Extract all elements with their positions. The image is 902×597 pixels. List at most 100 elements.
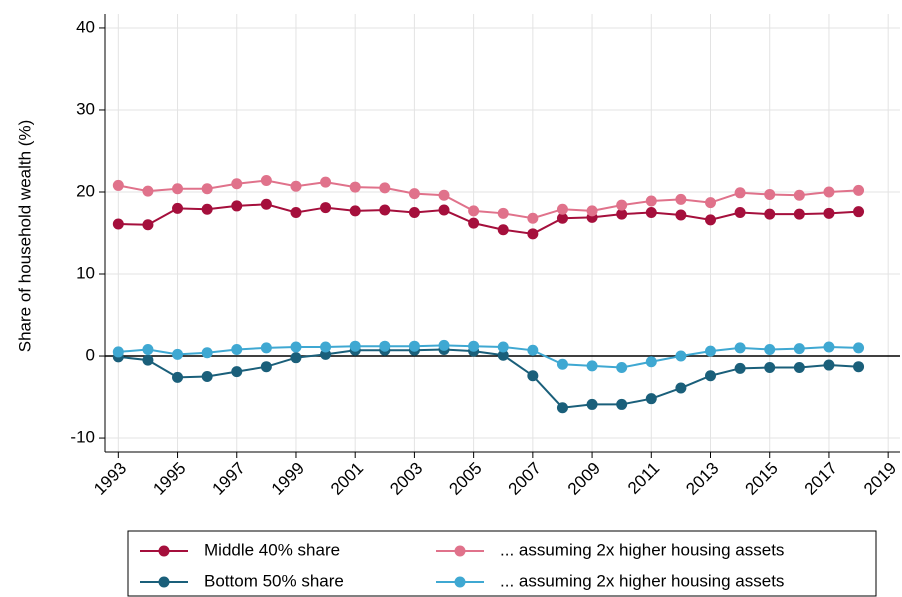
data-point [793,208,805,220]
data-point [290,180,302,192]
legend-label: Middle 40% share [204,540,340,559]
data-point [556,212,568,224]
legend-box [127,530,877,597]
x-tick-label: 2009 [564,459,604,499]
data-point [201,347,213,359]
legend-marker [454,576,466,588]
data-point [201,183,213,195]
data-point [823,359,835,371]
data-point [734,342,746,354]
data-point [438,339,450,351]
x-tick-label: 2007 [505,459,545,499]
data-point [705,197,717,209]
x-tick-label: 2001 [327,459,367,499]
data-point [408,206,420,218]
data-point [379,204,391,216]
data-point [675,193,687,205]
data-point [290,352,302,364]
data-point [853,206,865,218]
data-point [497,349,509,361]
data-point [527,370,539,382]
data-point [290,341,302,353]
data-point [408,340,420,352]
data-point [112,179,124,191]
data-point [853,184,865,196]
data-point [231,366,243,378]
data-point [823,207,835,219]
legend-marker [158,545,170,557]
data-point [142,219,154,231]
x-tick-label: 1999 [268,459,308,499]
legend-label: Bottom 50% share [204,571,344,590]
data-point [260,342,272,354]
data-point [349,181,361,193]
data-point [172,348,184,360]
data-point [320,176,332,188]
data-point [616,398,628,410]
data-point [793,362,805,374]
data-point [260,361,272,373]
data-point [497,341,509,353]
y-tick-label: -10 [70,428,95,447]
data-point [764,343,776,355]
data-point [853,342,865,354]
data-point [260,175,272,187]
data-point [734,187,746,199]
data-point [231,343,243,355]
data-point [231,200,243,212]
data-point [556,358,568,370]
legend-label: ... assuming 2x higher housing assets [500,540,784,559]
data-point [112,346,124,358]
data-point [201,203,213,215]
data-point [527,228,539,240]
data-point [468,217,480,229]
data-point [764,188,776,200]
data-point [823,341,835,353]
data-point [556,402,568,414]
data-point [675,382,687,394]
data-point [438,204,450,216]
data-point [645,393,657,405]
y-tick-label: 0 [86,346,95,365]
data-point [853,361,865,373]
data-point [645,195,657,207]
data-point [349,340,361,352]
data-point [734,206,746,218]
data-point [527,344,539,356]
data-point [142,343,154,355]
data-point [705,214,717,226]
data-point [497,224,509,236]
x-tick-label: 2013 [682,459,722,499]
data-point [231,178,243,190]
data-point [645,356,657,368]
data-point [468,205,480,217]
data-point [675,209,687,221]
y-tick-label: 10 [76,263,95,282]
data-point [556,203,568,215]
data-point [616,362,628,374]
data-point [468,340,480,352]
data-point [705,345,717,357]
data-point [734,362,746,374]
data-point [142,185,154,197]
legend-marker [158,576,170,588]
y-tick-label: 30 [76,99,95,118]
data-point [260,198,272,210]
series-line [118,348,859,409]
x-tick-label: 2005 [445,459,485,499]
data-point [408,188,420,200]
data-point [320,341,332,353]
x-tick-label: 2015 [742,459,782,499]
y-tick-label: 40 [76,17,95,36]
data-point [823,186,835,198]
x-tick-label: 2019 [860,459,900,499]
data-point [112,218,124,230]
y-axis-label: Share of household wealth (%) [15,120,34,352]
data-point [349,205,361,217]
data-point [497,207,509,219]
data-point [172,202,184,214]
data-point [172,371,184,383]
data-point [764,362,776,374]
data-point [616,199,628,211]
data-point [793,189,805,201]
